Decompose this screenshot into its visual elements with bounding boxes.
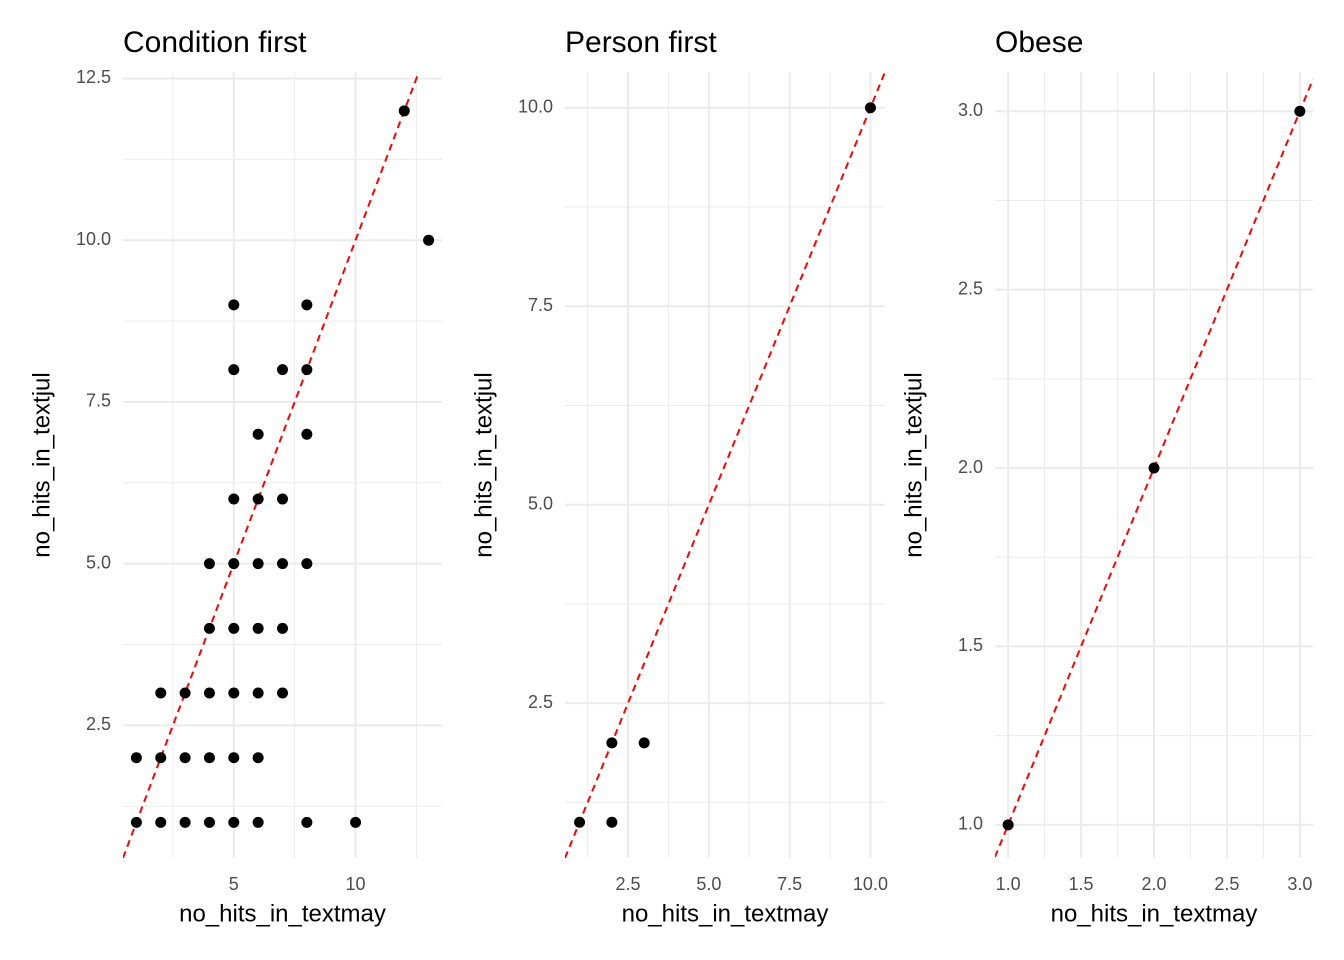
point <box>1148 462 1160 474</box>
point <box>252 752 264 764</box>
point <box>252 622 264 634</box>
point <box>155 816 167 828</box>
x-tick-label: 10.0 <box>853 874 888 894</box>
y-tick-label: 1.0 <box>958 814 983 834</box>
point <box>1294 105 1306 117</box>
point <box>277 493 288 505</box>
x-tick-label: 10 <box>346 874 366 894</box>
y-tick-label: 12.5 <box>76 67 111 87</box>
x-tick-label: 2.5 <box>616 874 641 894</box>
point <box>606 737 618 749</box>
x-tick-label: 5.0 <box>696 874 721 894</box>
x-axis-title: no_hits_in_textmay <box>1051 900 1258 927</box>
y-tick-label: 3.0 <box>958 100 983 120</box>
y-tick-label: 2.5 <box>528 692 553 712</box>
point <box>179 687 191 699</box>
panel: 2.5 5.0 7.5 10.0 2.5 5.0 7.5 10.0 Person first no… <box>470 26 888 927</box>
y-axis-title: no_hits_in_textjul <box>28 372 55 557</box>
point <box>203 687 215 699</box>
point <box>155 752 167 764</box>
y-tick-label: 10.0 <box>518 96 553 116</box>
x-tick-label: 1.0 <box>996 874 1021 894</box>
point <box>203 622 215 634</box>
point <box>130 816 142 828</box>
point <box>301 364 313 376</box>
point <box>277 558 288 570</box>
point <box>203 558 215 570</box>
y-tick-label: 5.0 <box>86 552 111 572</box>
y-axis-title: no_hits_in_textjul <box>900 372 927 557</box>
point <box>203 816 215 828</box>
point <box>277 622 288 634</box>
point <box>638 737 650 749</box>
point <box>277 687 288 699</box>
reference-line <box>565 72 885 858</box>
point <box>277 364 288 376</box>
y-tick-label: 2.5 <box>86 714 111 734</box>
point <box>864 102 876 114</box>
point <box>228 364 240 376</box>
panel-title: Person first <box>565 26 717 59</box>
point <box>203 752 215 764</box>
y-tick-label: 2.5 <box>958 278 983 298</box>
panel: 1.0 1.5 2.0 2.5 3.0 1.0 1.5 2.0 2.5 3.0 Obese no_hi… <box>900 26 1313 927</box>
x-axis-title: no_hits_in_textmay <box>179 900 386 927</box>
x-tick-label: 7.5 <box>777 874 802 894</box>
point <box>301 428 313 440</box>
y-tick-label: 7.5 <box>86 391 111 411</box>
y-tick-label: 2.0 <box>958 457 983 477</box>
y-tick-label: 7.5 <box>528 295 553 315</box>
x-tick-label: 2.5 <box>1214 874 1239 894</box>
point <box>228 752 240 764</box>
point <box>301 558 313 570</box>
point <box>228 299 240 311</box>
x-axis-title: no_hits_in_textmay <box>622 900 829 927</box>
panel: 5 10 2.5 5.0 7.5 10.0 12.5 Condition first no_hi… <box>28 26 442 927</box>
x-tick-label: 3.0 <box>1287 874 1312 894</box>
point <box>606 816 618 828</box>
reference-line <box>123 72 420 858</box>
point <box>252 493 264 505</box>
point <box>228 558 240 570</box>
x-tick-label: 1.5 <box>1069 874 1094 894</box>
point <box>252 428 264 440</box>
point <box>423 234 435 246</box>
point <box>130 752 142 764</box>
point <box>301 816 313 828</box>
y-tick-label: 10.0 <box>76 229 111 249</box>
x-tick-label: 2.0 <box>1141 874 1166 894</box>
x-tick-label: 5 <box>229 874 239 894</box>
point <box>228 816 240 828</box>
y-axis-title: no_hits_in_textjul <box>470 372 497 557</box>
point <box>301 299 313 311</box>
point <box>228 493 240 505</box>
point <box>350 816 362 828</box>
point <box>252 687 264 699</box>
point <box>228 687 240 699</box>
point <box>1002 819 1014 831</box>
point <box>574 816 586 828</box>
point <box>179 752 191 764</box>
point <box>252 816 264 828</box>
y-tick-label: 1.5 <box>958 635 983 655</box>
panel-title: Condition first <box>123 26 307 59</box>
point <box>155 687 167 699</box>
y-tick-label: 5.0 <box>528 493 553 513</box>
point <box>228 622 240 634</box>
panel-title: Obese <box>995 26 1083 59</box>
point <box>252 558 264 570</box>
point <box>179 816 191 828</box>
point <box>398 105 410 117</box>
